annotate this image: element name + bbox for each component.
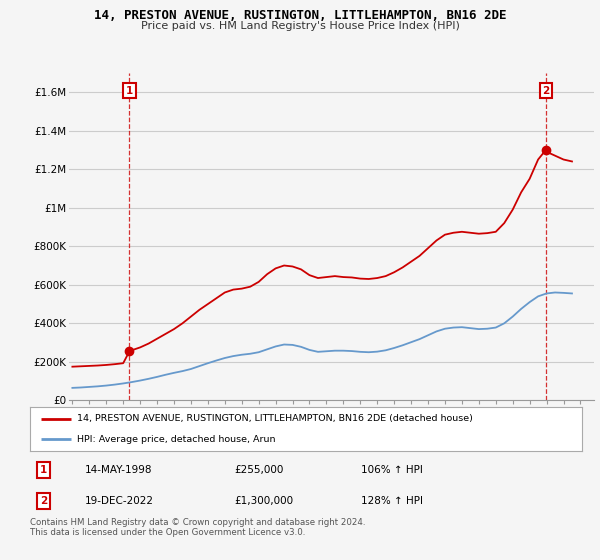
Text: Contains HM Land Registry data © Crown copyright and database right 2024.
This d: Contains HM Land Registry data © Crown c… [30,518,365,538]
Text: 2: 2 [542,86,550,96]
Text: £255,000: £255,000 [234,465,284,475]
Text: 1: 1 [40,465,47,475]
Text: 128% ↑ HPI: 128% ↑ HPI [361,496,423,506]
Text: 106% ↑ HPI: 106% ↑ HPI [361,465,423,475]
Text: 1: 1 [126,86,133,96]
Text: 19-DEC-2022: 19-DEC-2022 [85,496,154,506]
Text: £1,300,000: £1,300,000 [234,496,293,506]
Text: 14-MAY-1998: 14-MAY-1998 [85,465,152,475]
Text: HPI: Average price, detached house, Arun: HPI: Average price, detached house, Arun [77,435,275,444]
Text: 14, PRESTON AVENUE, RUSTINGTON, LITTLEHAMPTON, BN16 2DE: 14, PRESTON AVENUE, RUSTINGTON, LITTLEHA… [94,9,506,22]
Text: 14, PRESTON AVENUE, RUSTINGTON, LITTLEHAMPTON, BN16 2DE (detached house): 14, PRESTON AVENUE, RUSTINGTON, LITTLEHA… [77,414,473,423]
Text: 2: 2 [40,496,47,506]
Text: Price paid vs. HM Land Registry's House Price Index (HPI): Price paid vs. HM Land Registry's House … [140,21,460,31]
